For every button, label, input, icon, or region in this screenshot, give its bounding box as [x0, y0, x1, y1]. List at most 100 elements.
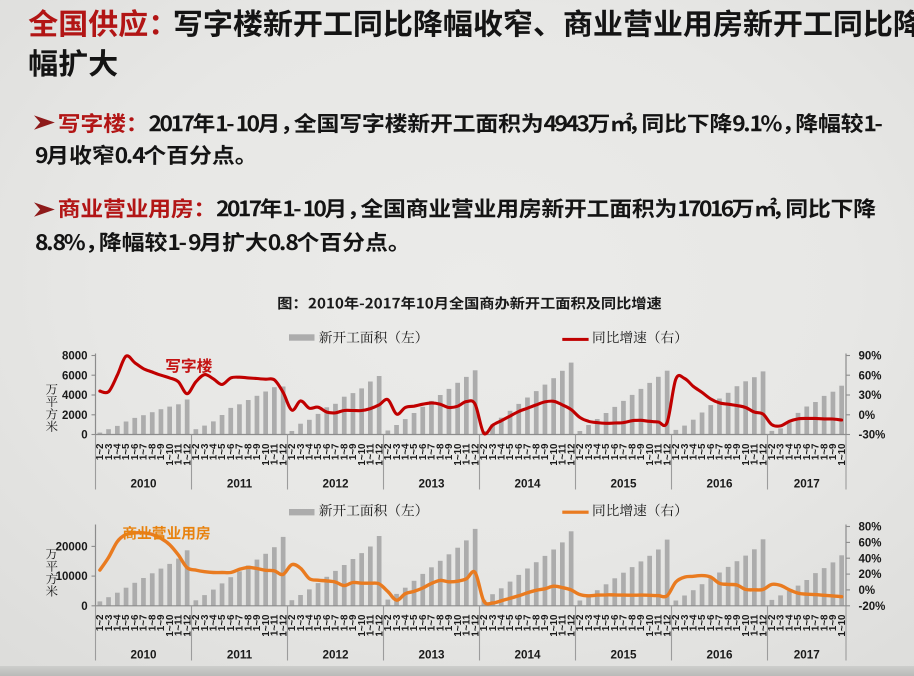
svg-text:1~11: 1~11: [270, 614, 281, 636]
svg-text:1~3: 1~3: [776, 443, 787, 460]
svg-text:1~6: 1~6: [514, 614, 525, 631]
svg-text:1~2: 1~2: [95, 443, 106, 460]
svg-text:1~6: 1~6: [322, 443, 333, 460]
svg-text:2015: 2015: [610, 478, 637, 491]
svg-text:1~4: 1~4: [113, 614, 124, 631]
svg-text:1~8: 1~8: [723, 443, 734, 460]
svg-text:1~10: 1~10: [837, 443, 848, 466]
svg-text:1~2: 1~2: [671, 614, 682, 631]
svg-text:1~9: 1~9: [156, 614, 167, 631]
svg-text:2011: 2011: [227, 478, 253, 491]
svg-text:1~10: 1~10: [357, 614, 368, 637]
svg-text:1~10: 1~10: [645, 443, 656, 466]
svg-text:1~5: 1~5: [313, 614, 324, 631]
svg-text:1~9: 1~9: [636, 614, 647, 631]
svg-text:1~3: 1~3: [296, 614, 307, 631]
svg-text:1~5: 1~5: [121, 614, 132, 631]
svg-text:1~12: 1~12: [566, 443, 577, 466]
svg-text:1~8: 1~8: [147, 443, 158, 460]
svg-text:1~6: 1~6: [610, 614, 621, 631]
svg-text:1~5: 1~5: [121, 443, 132, 460]
svg-text:1~8: 1~8: [243, 443, 254, 460]
svg-text:1~10: 1~10: [453, 443, 464, 466]
svg-text:1~11: 1~11: [174, 443, 185, 465]
svg-text:1~4: 1~4: [401, 614, 412, 631]
svg-text:1~4: 1~4: [689, 614, 700, 631]
svg-text:1~12: 1~12: [182, 443, 193, 466]
svg-text:1~2: 1~2: [383, 614, 394, 631]
svg-text:1~8: 1~8: [723, 614, 734, 631]
svg-text:1~7: 1~7: [811, 443, 822, 460]
svg-text:1~9: 1~9: [252, 614, 263, 631]
svg-text:1~3: 1~3: [584, 614, 595, 631]
svg-text:1~10: 1~10: [261, 614, 272, 637]
svg-text:1~6: 1~6: [322, 614, 333, 631]
svg-text:1~7: 1~7: [715, 443, 726, 460]
svg-text:1~6: 1~6: [418, 614, 429, 631]
svg-text:1~10: 1~10: [741, 443, 752, 466]
svg-text:1~5: 1~5: [697, 443, 708, 460]
svg-text:1~3: 1~3: [488, 443, 499, 460]
svg-text:1~2: 1~2: [287, 614, 298, 631]
svg-text:1~4: 1~4: [401, 443, 412, 460]
svg-text:1~6: 1~6: [418, 443, 429, 460]
svg-text:40%: 40%: [859, 553, 882, 565]
svg-text:1~12: 1~12: [278, 614, 289, 637]
svg-text:1~9: 1~9: [828, 614, 839, 631]
svg-text:1~6: 1~6: [130, 614, 141, 631]
svg-text:60%: 60%: [859, 538, 882, 550]
svg-text:90%: 90%: [859, 351, 882, 363]
svg-text:1~3: 1~3: [392, 614, 403, 631]
svg-text:1~2: 1~2: [191, 443, 202, 460]
svg-text:1~9: 1~9: [252, 443, 263, 460]
svg-text:6000: 6000: [62, 370, 88, 382]
svg-text:1~12: 1~12: [662, 614, 673, 637]
svg-text:1~7: 1~7: [235, 614, 246, 631]
svg-text:1~12: 1~12: [470, 443, 481, 466]
svg-text:1~2: 1~2: [479, 614, 490, 631]
svg-text:1~12: 1~12: [278, 443, 289, 466]
svg-text:1~12: 1~12: [470, 614, 481, 637]
svg-text:1~9: 1~9: [444, 443, 455, 460]
svg-text:1~5: 1~5: [793, 614, 804, 631]
svg-text:1~5: 1~5: [217, 443, 228, 460]
svg-text:1~10: 1~10: [357, 443, 368, 466]
svg-text:2016: 2016: [706, 648, 733, 661]
svg-text:1~12: 1~12: [182, 614, 193, 637]
svg-text:1~9: 1~9: [348, 443, 359, 460]
svg-text:2011: 2011: [227, 648, 253, 661]
svg-text:1~4: 1~4: [593, 443, 604, 460]
svg-text:1~3: 1~3: [296, 443, 307, 460]
svg-text:1~10: 1~10: [165, 614, 176, 637]
svg-text:1~6: 1~6: [226, 443, 237, 460]
svg-text:1~11: 1~11: [558, 443, 569, 465]
svg-text:1~9: 1~9: [540, 614, 551, 631]
svg-text:0: 0: [81, 601, 87, 613]
svg-text:0%: 0%: [859, 585, 876, 597]
svg-text:1~5: 1~5: [217, 614, 228, 631]
svg-text:1~3: 1~3: [488, 614, 499, 631]
svg-text:1~3: 1~3: [680, 443, 691, 460]
svg-text:1~7: 1~7: [235, 443, 246, 460]
svg-text:1~8: 1~8: [531, 614, 542, 631]
svg-text:1~2: 1~2: [575, 614, 586, 631]
svg-text:1~4: 1~4: [785, 443, 796, 460]
svg-text:20000: 20000: [56, 542, 88, 554]
svg-text:0: 0: [81, 430, 87, 442]
svg-text:1~11: 1~11: [654, 443, 665, 465]
svg-text:2013: 2013: [418, 648, 445, 661]
svg-text:1~3: 1~3: [680, 614, 691, 631]
svg-text:20%: 20%: [859, 569, 882, 581]
svg-text:1~3: 1~3: [104, 614, 115, 631]
svg-text:2014: 2014: [514, 478, 541, 491]
svg-text:1~3: 1~3: [392, 443, 403, 460]
svg-text:1~4: 1~4: [497, 443, 508, 460]
svg-text:2010: 2010: [130, 478, 157, 491]
svg-text:1~8: 1~8: [531, 443, 542, 460]
svg-text:1~11: 1~11: [558, 614, 569, 636]
svg-text:1~2: 1~2: [191, 614, 202, 631]
svg-text:1~6: 1~6: [130, 443, 141, 460]
svg-text:1~10: 1~10: [453, 614, 464, 637]
svg-text:1~9: 1~9: [156, 443, 167, 460]
svg-text:2013: 2013: [418, 478, 445, 491]
